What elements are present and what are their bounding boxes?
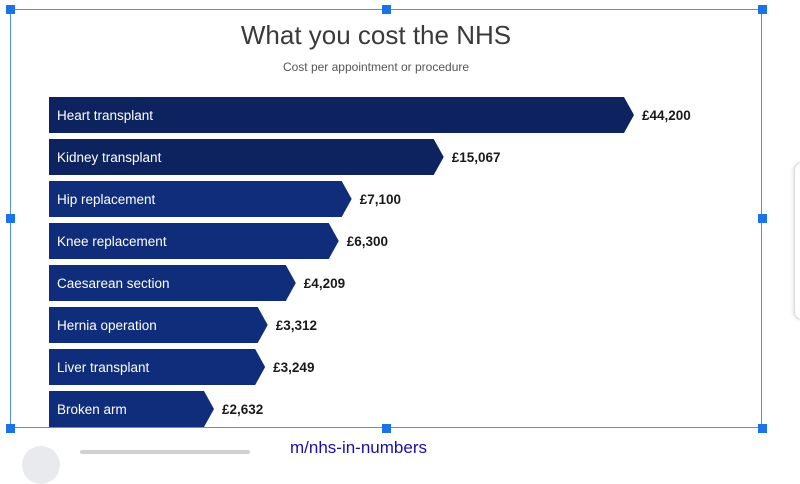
bar-value-label: £3,249 [273, 360, 314, 375]
bar-kidney-transplant [49, 139, 444, 175]
resize-handle-bottom-middle[interactable] [382, 424, 391, 433]
resize-handle-top-right[interactable] [758, 5, 767, 14]
bar-category-label: Kidney transplant [57, 150, 162, 165]
bar-caesarean-section [49, 265, 296, 301]
resize-handle-middle-left[interactable] [6, 214, 15, 223]
side-panel-edge[interactable] [794, 162, 800, 320]
chart-card[interactable]: What you cost the NHS Cost per appointme… [11, 10, 761, 427]
top-caption [0, 0, 360, 6]
bar-liver-transplant [49, 349, 266, 385]
resize-handle-bottom-left[interactable] [6, 424, 15, 433]
bar-value-label: £3,312 [276, 318, 317, 333]
bar-value-label: £6,300 [347, 234, 388, 249]
bar-category-label: Knee replacement [57, 234, 167, 249]
obscured-text-strip [80, 450, 250, 454]
bar-hip-replacement [49, 181, 352, 217]
bar-hernia-operation [49, 307, 268, 343]
bar-knee-replacement [49, 223, 339, 259]
bar-value-label: £44,200 [642, 108, 691, 123]
bar-category-label: Heart transplant [57, 108, 153, 123]
chart-subtitle: Cost per appointment or procedure [282, 60, 470, 74]
resize-handle-top-left[interactable] [6, 5, 15, 14]
resize-handle-middle-right[interactable] [758, 214, 767, 223]
bar-category-label: Hip replacement [57, 192, 156, 207]
chart-title: What you cost the NHS [240, 20, 512, 50]
nhs-in-numbers-link[interactable]: m/nhs-in-numbers [290, 438, 427, 457]
bar-broken-arm [49, 391, 214, 427]
resize-handle-top-middle[interactable] [382, 5, 391, 14]
bar-category-label: Hernia operation [57, 318, 157, 333]
bar-value-label: £15,067 [452, 150, 501, 165]
avatar [22, 446, 60, 484]
bar-category-label: Caesarean section [57, 276, 170, 291]
bar-heart-transplant [49, 97, 634, 133]
bar-category-label: Liver transplant [57, 360, 150, 375]
bar-value-label: £7,100 [360, 192, 401, 207]
bar-value-label: £2,632 [222, 402, 263, 417]
bar-chart: Heart transplant £44,200 Kidney transplant… [49, 97, 691, 427]
bar-category-label: Broken arm [57, 402, 127, 417]
bar-value-label: £4,209 [304, 276, 345, 291]
resize-handle-bottom-right[interactable] [758, 424, 767, 433]
